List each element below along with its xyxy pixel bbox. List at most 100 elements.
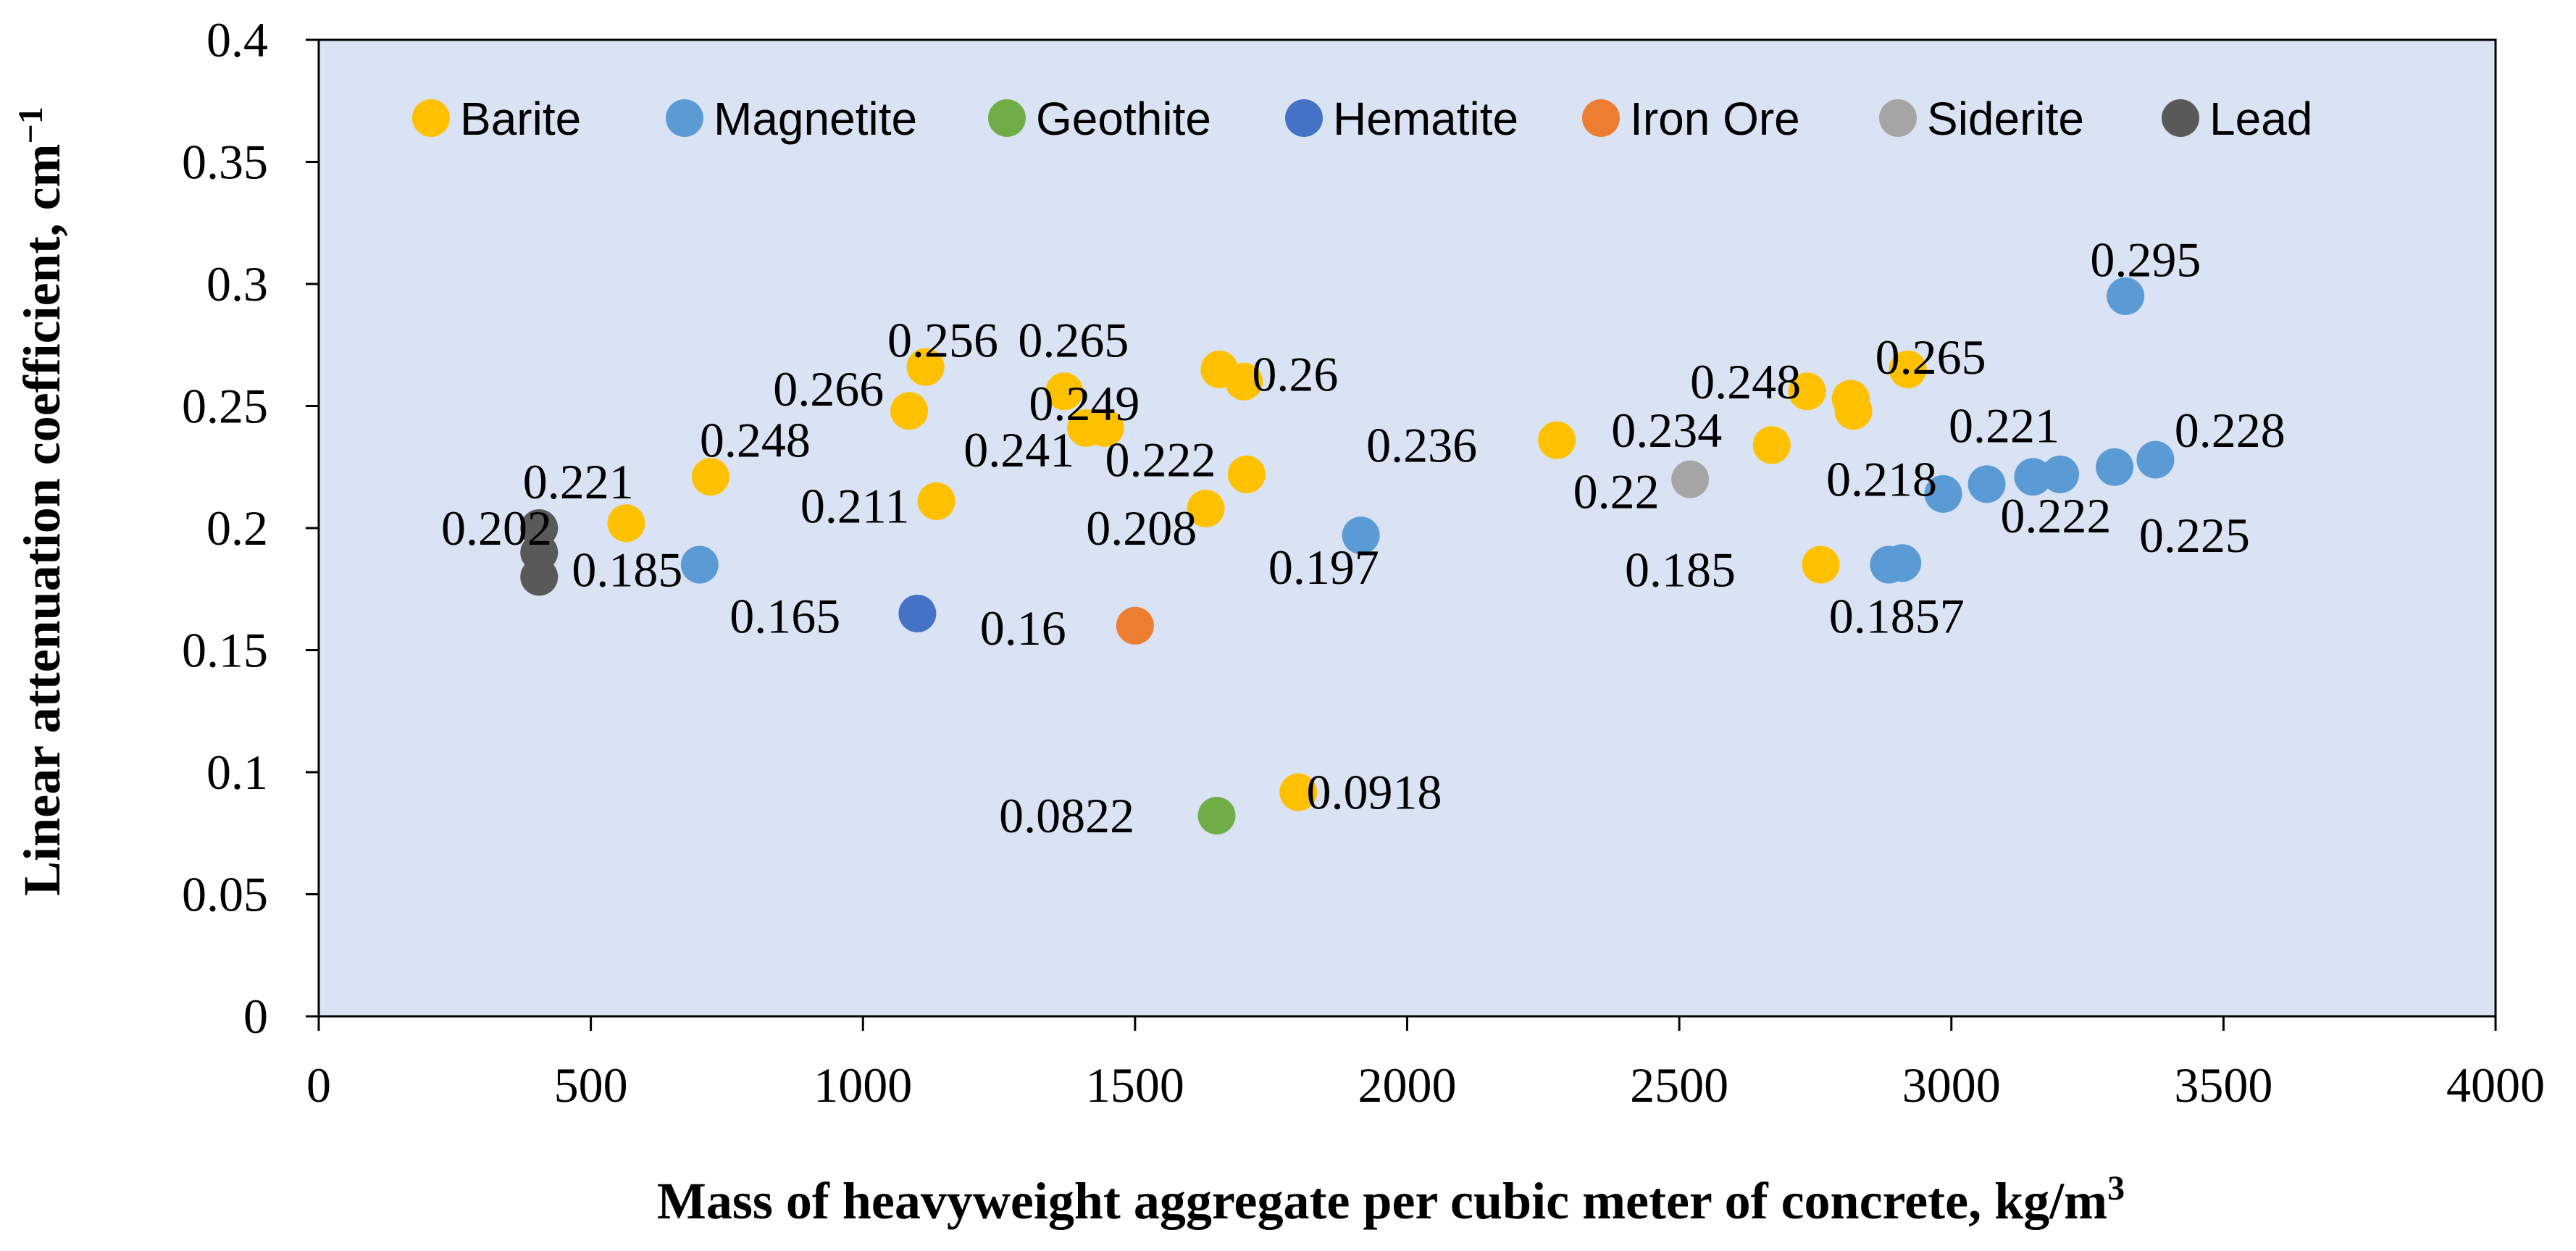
data-label: 0.236 (1366, 417, 1477, 472)
point-barite (607, 504, 645, 543)
plot-area (317, 38, 2497, 1018)
point-barite (1279, 773, 1318, 811)
x-tick-label: 1500 (1086, 1058, 1184, 1113)
y-tick-label: 0 (243, 989, 268, 1044)
data-label: 0.266 (773, 361, 884, 417)
data-label: 0.218 (1826, 452, 1937, 507)
x-tick-label: 2500 (1630, 1058, 1728, 1113)
point-magnetite (1924, 474, 1962, 513)
data-label: 0.249 (1029, 376, 1139, 431)
data-label: 0.211 (800, 479, 909, 534)
legend-label-lead: Lead (2209, 93, 2312, 145)
y-tick-label: 0.2 (206, 501, 268, 556)
point-lead (520, 558, 559, 596)
point-magnetite (2107, 277, 2145, 315)
legend-marker-barite (412, 99, 450, 137)
data-label: 0.225 (2139, 508, 2250, 563)
data-label: 0.185 (572, 542, 682, 597)
point-magnetite (2096, 448, 2134, 486)
data-label: 0.208 (1086, 501, 1197, 556)
data-label: 0.228 (2175, 403, 2286, 458)
point-barite (1227, 455, 1266, 493)
data-label: 0.222 (1105, 432, 1216, 488)
point-barite (691, 458, 729, 496)
data-label: 0.22 (1573, 464, 1660, 519)
x-tick-label: 0 (306, 1058, 331, 1113)
point-magnetite (1883, 544, 1922, 582)
point-magnetite (2041, 455, 2079, 493)
x-axis-title: Mass of heavyweight aggregate per cubic … (657, 1169, 2125, 1230)
data-label: 0.241 (963, 422, 1074, 477)
y-tick-label: 0.1 (206, 745, 268, 800)
data-label: 0.248 (1690, 354, 1801, 409)
x-tick-label: 3000 (1902, 1058, 2001, 1113)
data-label: 0.248 (700, 413, 811, 468)
point-siderite (1671, 460, 1710, 498)
point-barite (1187, 490, 1225, 528)
legend-label-siderite: Siderite (1927, 93, 2084, 145)
legend-label-hematite: Hematite (1333, 93, 1518, 145)
data-label: 0.221 (1949, 398, 2059, 453)
y-tick-label: 0.25 (182, 379, 268, 434)
data-label: 0.234 (1611, 403, 1722, 458)
y-axis: 0 0.05 0.1 0.15 0.2 0.25 0.3 0.35 0.4 (182, 12, 319, 1044)
data-label: 0.265 (1875, 330, 1986, 385)
legend-marker-lead (2162, 99, 2199, 137)
legend-label-iron-ore: Iron Ore (1630, 93, 1800, 145)
data-label: 0.202 (441, 501, 552, 556)
data-label: 0.295 (2090, 232, 2201, 287)
legend-marker-magnetite (666, 99, 703, 137)
data-points (520, 277, 2175, 834)
data-label: 0.197 (1268, 540, 1379, 595)
x-tick-label: 3500 (2174, 1058, 2272, 1113)
legend-label-barite: Barite (460, 93, 581, 145)
legend-label-magnetite: Magnetite (714, 93, 917, 145)
y-tick-label: 0.15 (182, 623, 268, 678)
point-barite (1788, 372, 1826, 411)
point-barite (917, 482, 955, 520)
point-barite (1802, 545, 1840, 584)
x-tick-label: 1000 (814, 1058, 912, 1113)
point-magnetite (1967, 465, 2006, 503)
data-label: 0.0822 (999, 788, 1134, 843)
point-barite (1086, 409, 1124, 447)
y-tick-label: 0.4 (206, 12, 268, 67)
data-label: 0.1857 (1829, 588, 1965, 643)
data-label: 0.16 (980, 601, 1066, 656)
data-label: 0.26 (1252, 347, 1338, 402)
y-axis-title: Linear attenuation coefficient, cm−1 (12, 106, 71, 896)
legend: Barite Magnetite Geothite Hematite Iron Ore S… (412, 93, 2312, 145)
legend-marker-iron-ore (1582, 99, 1620, 137)
point-geothite (1197, 796, 1236, 834)
point-barite (1225, 362, 1263, 401)
point-barite (1752, 426, 1791, 464)
data-label: 0.0918 (1307, 765, 1442, 820)
point-iron-ore (1116, 606, 1154, 645)
point-barite (1538, 421, 1576, 459)
point-barite (890, 392, 929, 430)
data-label: 0.265 (1018, 313, 1129, 368)
y-tick-label: 0.3 (206, 256, 268, 311)
point-hematite (898, 594, 937, 632)
y-tick-label: 0.05 (182, 867, 268, 922)
x-axis: 0 500 1000 1500 2000 2500 3000 3500 4000 (306, 1016, 2545, 1113)
data-label: 0.256 (887, 313, 998, 368)
data-label: 0.221 (523, 454, 634, 509)
x-tick-label: 4000 (2446, 1058, 2545, 1113)
legend-marker-hematite (1285, 99, 1323, 137)
legend-label-geothite: Geothite (1036, 93, 1211, 145)
point-magnetite (1342, 516, 1380, 555)
point-barite (1889, 350, 1927, 388)
point-magnetite (2136, 440, 2175, 479)
point-magnetite (2014, 458, 2052, 496)
legend-marker-geothite (988, 99, 1026, 137)
point-magnetite (680, 545, 719, 584)
x-tick-label: 500 (554, 1058, 628, 1113)
y-tick-label: 0.35 (182, 135, 268, 190)
legend-marker-siderite (1879, 99, 1917, 137)
point-barite (1834, 392, 1873, 430)
data-label: 0.165 (729, 588, 840, 643)
point-barite (906, 348, 945, 386)
